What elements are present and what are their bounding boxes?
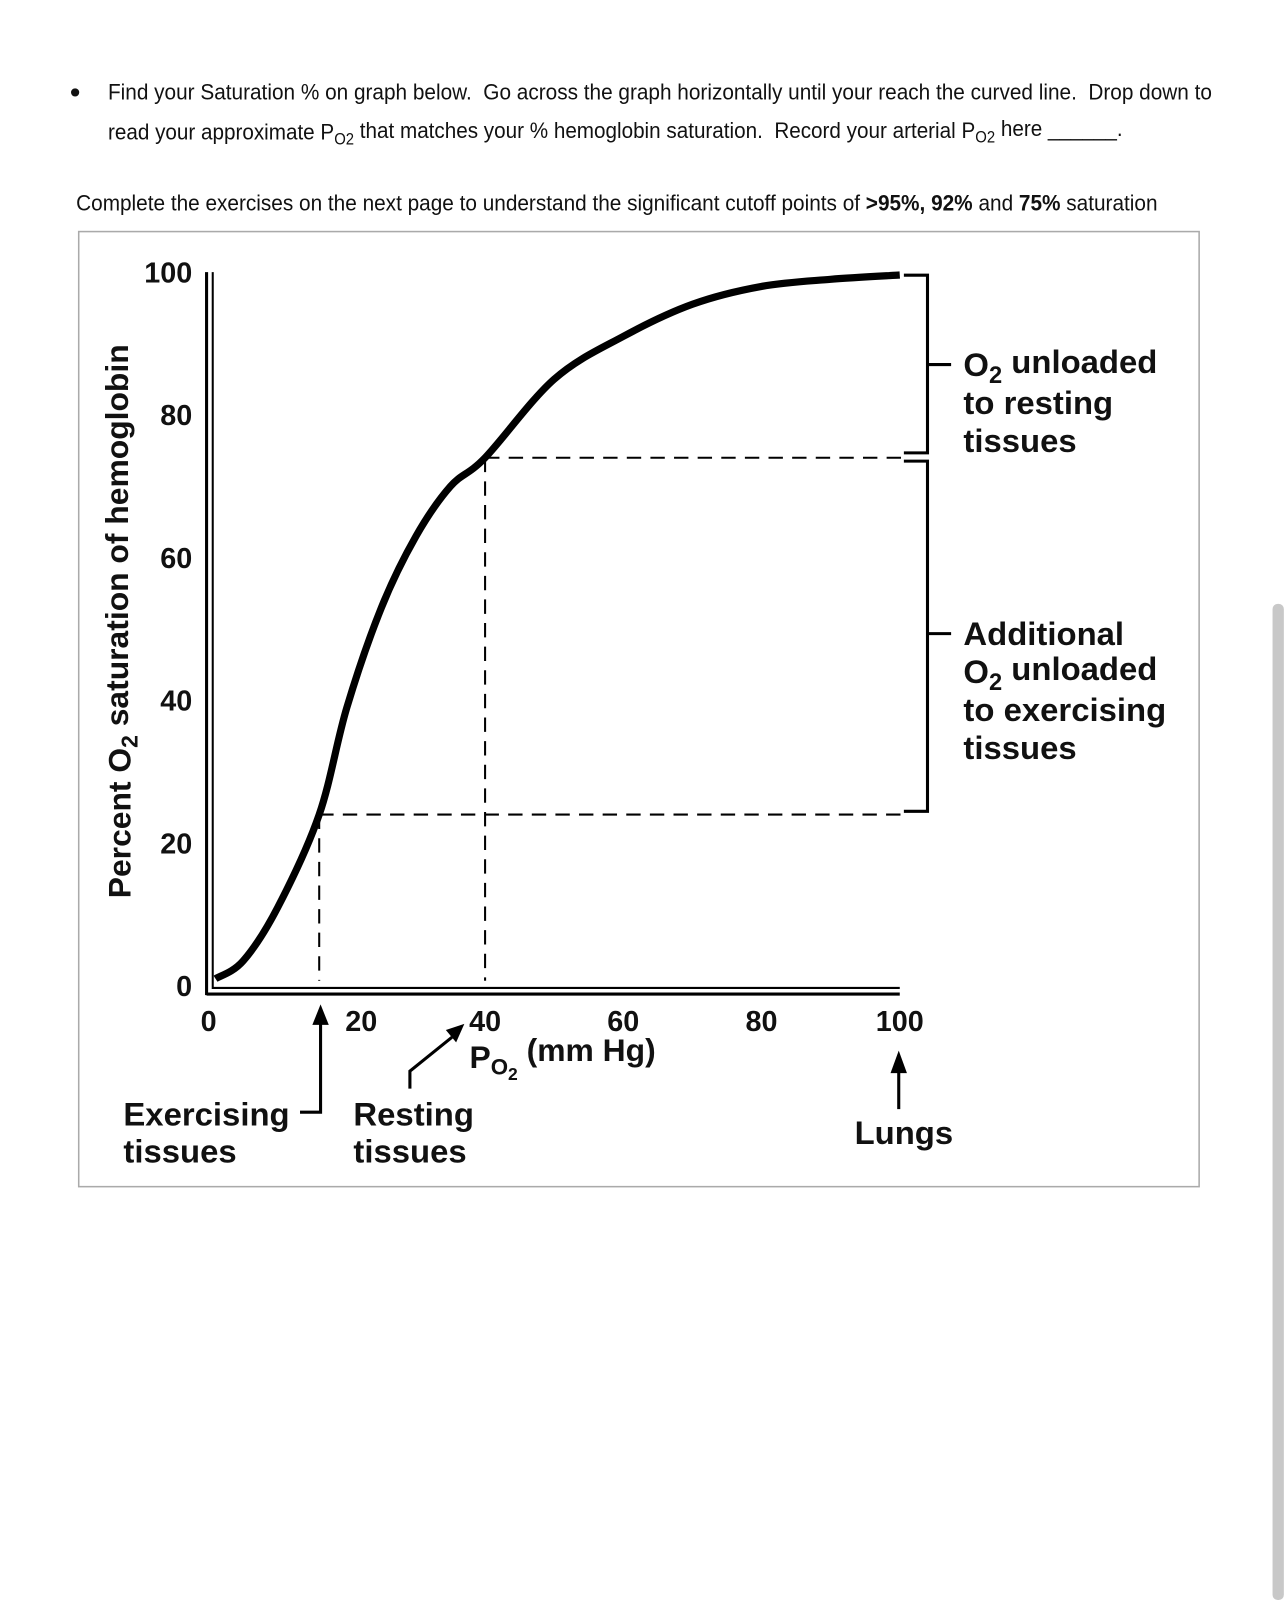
annotation: to exercising — [963, 691, 1166, 728]
text-run: (mm Hg) — [518, 1032, 656, 1068]
text-run: Percent O — [102, 748, 138, 898]
pointer-label: tissues — [123, 1133, 236, 1170]
text-run: O — [963, 346, 989, 383]
annotation: O2 unloaded — [963, 650, 1157, 696]
text-run: Complete the exercises on the next page … — [76, 191, 866, 216]
annotation: O2 unloaded — [963, 343, 1157, 389]
x-tick-label: 60 — [607, 1006, 639, 1038]
text-run: P — [469, 1039, 490, 1075]
x-tick-label: 40 — [469, 1006, 501, 1038]
note: Complete the exercises on the next page … — [76, 191, 1157, 216]
text-run: read your approximate P — [108, 120, 334, 145]
annotation: to resting — [963, 384, 1113, 421]
y-tick-label: 100 — [144, 257, 192, 289]
text-run: here ______. — [995, 116, 1123, 141]
figure-frame — [77, 230, 1200, 1188]
text-run: and — [973, 191, 1019, 216]
pointer-arrows — [300, 1021, 901, 1114]
subscript: 2 — [508, 1064, 518, 1084]
pointer-label: Exercising — [123, 1096, 289, 1133]
x-tick-label: 0 — [201, 1006, 217, 1038]
text-run: >95%, 92% — [866, 191, 973, 216]
subscript: O2 — [334, 131, 354, 149]
subscript: 2 — [989, 363, 1002, 389]
text-run: 75% — [1019, 191, 1061, 216]
pointer-label: Resting — [353, 1096, 474, 1133]
annotation: tissues — [963, 422, 1076, 459]
y-tick-label: 40 — [160, 686, 192, 718]
x-axis-label: PO2 (mm Hg) — [469, 1032, 655, 1084]
bullet-dot — [71, 88, 80, 97]
x-tick-label: 100 — [876, 1006, 924, 1038]
subscript: 2 — [116, 735, 142, 748]
text-run: saturation — [1061, 191, 1158, 216]
y-tick-label: 80 — [160, 400, 192, 432]
x-tick-label: 80 — [746, 1006, 778, 1038]
x-tick-label: 20 — [345, 1006, 377, 1038]
arrow-heads — [312, 1004, 907, 1074]
subscript: O2 — [975, 129, 995, 147]
instruction-line: Find your Saturation % on graph below. G… — [108, 80, 1212, 105]
text-run: saturation of hemoglobin — [99, 344, 135, 735]
text-run: that matches your % hemoglobin saturatio… — [354, 118, 975, 143]
pointer-label: Lungs — [855, 1114, 954, 1151]
instruction-line: read your approximate PO2 that matches y… — [108, 116, 1123, 149]
y-tick-label: 60 — [160, 543, 192, 575]
y-axis-label: Percent O2 saturation of hemoglobin — [99, 344, 143, 898]
subscript: O — [491, 1055, 508, 1080]
text-run: O — [963, 653, 989, 690]
saturation-curve — [213, 271, 900, 982]
annotation: Additional — [963, 615, 1124, 652]
subscript: 2 — [989, 670, 1002, 696]
text-run: unloaded — [1002, 343, 1157, 380]
text-run: unloaded — [1002, 650, 1157, 687]
axes — [205, 272, 900, 996]
annotation: tissues — [963, 729, 1076, 766]
y-tick-label: 20 — [160, 828, 192, 860]
y-tick-label: 0 — [176, 971, 192, 1003]
pointer-label: tissues — [353, 1133, 466, 1170]
scrollbar — [1272, 603, 1284, 1600]
brackets — [903, 273, 952, 813]
